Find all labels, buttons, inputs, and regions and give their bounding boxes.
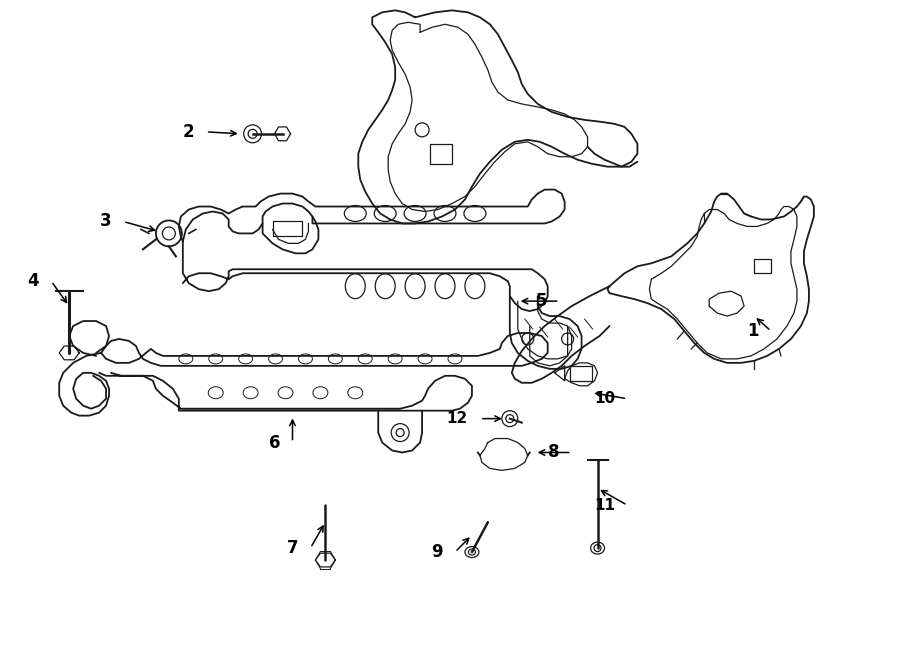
Text: 11: 11 xyxy=(595,498,616,513)
Text: 2: 2 xyxy=(182,123,194,141)
Text: 10: 10 xyxy=(594,391,616,407)
Text: 7: 7 xyxy=(287,539,299,557)
Text: 1: 1 xyxy=(748,322,759,340)
Text: 3: 3 xyxy=(99,212,111,231)
Text: 9: 9 xyxy=(431,543,443,561)
Text: 8: 8 xyxy=(548,444,560,461)
Text: 5: 5 xyxy=(536,292,548,310)
Text: 4: 4 xyxy=(28,272,40,290)
Text: 12: 12 xyxy=(446,411,468,426)
Text: 6: 6 xyxy=(269,434,281,451)
